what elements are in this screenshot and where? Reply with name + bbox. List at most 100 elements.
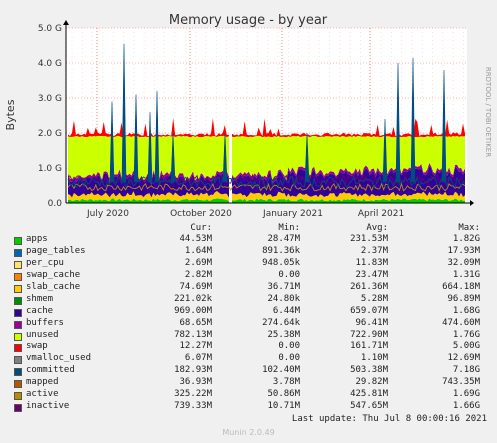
chart-title: Memory usage - by year (169, 13, 328, 28)
legend-row-buffers: buffers 68.65M 274.64k 96.41M 474.60M (12, 318, 487, 330)
legend-max: 1.66G (452, 401, 480, 412)
y-tick-label: 3.0 G (38, 94, 62, 104)
area-swap (68, 118, 465, 138)
legend-min: 24.80k (267, 293, 300, 304)
legend-row-committed: committed 182.93M 102.40M 503.38M 7.18G (12, 365, 487, 377)
legend-cur: 44.53M (179, 234, 212, 244)
legend-min: 948.05k (262, 257, 300, 268)
legend-avg: 23.47M (355, 269, 388, 280)
committed-spike (395, 62, 401, 183)
legend-min: 0.00 (278, 269, 300, 280)
legend-avg: 11.83M (355, 257, 388, 268)
legend-row-page_tables: page_tables 1.64M 891.36k 2.37M 17.93M (12, 246, 487, 258)
legend-cur: 68.65M (179, 317, 212, 328)
axis-ticks: 0.0 1.0 G 2.0 G 3.0 G 4.0 G 5.0 G July 2020 Oct… (38, 24, 404, 219)
legend-cur: 6.07M (184, 353, 212, 364)
legend-swatch (14, 272, 22, 281)
legend-avg: 1.10M (360, 353, 388, 364)
area-unused (68, 135, 465, 183)
legend-max: 1.76G (452, 329, 480, 340)
legend-name: buffers (26, 317, 64, 328)
legend-min: 25.38M (267, 329, 300, 340)
legend-name: vmalloc_used (26, 353, 92, 364)
legend-min: 36.71M (267, 281, 300, 292)
legend-name: unused (26, 329, 59, 340)
committed-spike (147, 111, 153, 183)
legend-max: 1.68G (452, 305, 480, 316)
committed-spike (154, 90, 160, 183)
legend-name: swap_cache (26, 269, 81, 280)
legend-row-swap: swap 12.27M 0.00 161.71M 5.00G (12, 341, 487, 353)
legend-name: per_cpu (26, 257, 64, 268)
x-tick-label: July 2020 (86, 209, 129, 219)
legend-avg: 231.53M (350, 234, 388, 244)
legend-row-swap_cache: swap_cache 2.82M 0.00 23.47M 1.31G (12, 270, 487, 282)
x-axis-arrow (470, 200, 474, 206)
legend-avg: 29.82M (355, 377, 388, 388)
col-avg: Avg: (366, 223, 388, 233)
legend-cur: 2.69M (184, 257, 212, 268)
committed-spike (170, 132, 176, 183)
legend-max: 664.18M (442, 281, 480, 292)
committed-spike (382, 118, 388, 183)
x-tick-label: January 2021 (262, 209, 323, 219)
chart: Memory usage - by year Bytes RRDTOOL / T… (4, 13, 492, 219)
legend-row-apps: apps 44.53M 28.47M 231.53M 1.82G (12, 234, 487, 246)
legend-min: 0.00 (278, 341, 300, 352)
legend-row-cache: cache 969.00M 6.44M 659.07M 1.68G (12, 306, 487, 318)
legend-name: swap (26, 341, 48, 352)
x-tick-label: October 2020 (170, 209, 232, 219)
legend-swatch (14, 308, 22, 317)
legend-name: apps (26, 234, 48, 244)
col-max: Max: (458, 223, 480, 233)
legend-min: 891.36k (262, 245, 300, 256)
legend-min: 50.86M (267, 389, 300, 400)
legend-name: cache (26, 305, 54, 316)
legend-max: 743.35M (442, 377, 480, 388)
area-slab_cache (68, 190, 465, 202)
legend-min: 28.47M (267, 234, 300, 244)
x-tick-label: April 2021 (358, 209, 404, 219)
legend-max: 7.18G (452, 365, 480, 376)
committed-spike (410, 57, 416, 183)
y-axis-arrow (63, 20, 69, 25)
y-axis-label: Bytes (4, 99, 17, 130)
committed-spike (222, 132, 228, 183)
legend-name: active (26, 389, 59, 400)
y-tick-label: 1.0 G (38, 164, 62, 174)
legend-row-shmem: shmem 221.02k 24.80k 5.28M 96.89M (12, 294, 487, 306)
committed-spike (109, 101, 115, 183)
y-tick-label: 5.0 G (38, 24, 62, 34)
legend-avg: 161.71M (350, 341, 388, 352)
legend-swatch (14, 356, 22, 365)
legend-name: shmem (26, 293, 54, 304)
legend-avg: 547.65M (350, 401, 388, 412)
legend-swatch (14, 237, 22, 245)
legend: Cur: Min: Avg: Max: apps 44.53M 28.47M 231.… (12, 222, 487, 413)
legend-min: 10.71M (267, 401, 300, 412)
legend-swatch (14, 260, 22, 269)
data-gap (229, 28, 232, 203)
legend-cur: 221.02k (174, 293, 212, 304)
legend-swatch (14, 380, 22, 389)
legend-row-inactive: inactive 739.33M 10.71M 547.65M 1.66G (12, 401, 487, 413)
legend-avg: 659.07M (350, 305, 388, 316)
legend-swatch (14, 392, 22, 401)
legend-max: 1.69G (452, 389, 480, 400)
legend-avg: 425.81M (350, 389, 388, 400)
committed-spike (441, 69, 447, 183)
legend-swatch (14, 344, 22, 353)
legend-avg: 503.38M (350, 365, 388, 376)
legend-max: 474.60M (442, 317, 480, 328)
legend-swatch (14, 332, 22, 341)
legend-avg: 96.41M (355, 317, 388, 328)
y-tick-label: 2.0 G (38, 129, 62, 139)
rrdtool-credit: RRDTOOL / TOBI OETIKER (484, 67, 492, 157)
legend-max: 32.09M (447, 257, 480, 268)
legend-max: 5.00G (452, 341, 480, 352)
legend-max: 1.31G (452, 269, 480, 280)
legend-cur: 74.69M (179, 281, 212, 292)
legend-header: Cur: Min: Avg: Max: (12, 222, 487, 234)
legend-row-active: active 325.22M 50.86M 425.81M 1.69G (12, 389, 487, 401)
legend-row-unused: unused 782.13M 25.38M 722.90M 1.76G (12, 330, 487, 342)
